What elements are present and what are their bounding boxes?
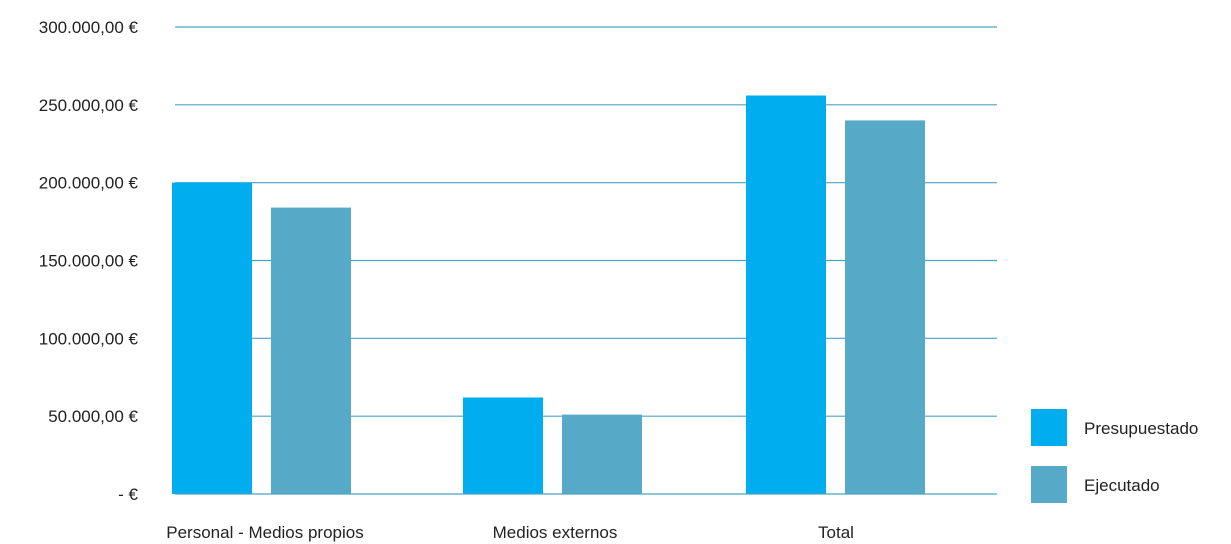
y-tick-label: 300.000,00 € (39, 18, 139, 37)
y-tick-label: 50.000,00 € (48, 407, 138, 426)
y-tick-label: 250.000,00 € (39, 96, 139, 115)
y-tick-label: 200.000,00 € (39, 174, 139, 193)
y-tick-label: 100.000,00 € (39, 329, 139, 348)
y-tick-label: - € (118, 485, 138, 504)
legend-label-ejecutado: Ejecutado (1084, 476, 1160, 495)
y-tick-label: 150.000,00 € (39, 252, 139, 271)
y-axis-ticks: - € 50.000,00 € 100.000,00 € 150.000,00 € 20… (39, 18, 139, 504)
bar-presupuestado-0 (172, 182, 252, 494)
bars (172, 95, 925, 495)
bar-ejecutado-0 (271, 207, 351, 494)
bar-ejecutado-2 (845, 120, 925, 495)
x-category-label: Total (818, 523, 854, 542)
legend-swatch-ejecutado (1031, 466, 1067, 503)
x-axis-categories: Personal - Medios propios Medios externos… (166, 523, 854, 542)
x-category-label: Medios externos (493, 523, 618, 542)
x-category-label: Personal - Medios propios (166, 523, 363, 542)
bar-presupuestado-2 (746, 95, 826, 494)
legend-label-presupuestado: Presupuestado (1084, 419, 1198, 438)
legend-swatch-presupuestado (1031, 409, 1067, 446)
bar-ejecutado-1 (562, 414, 642, 494)
legend: Presupuestado Ejecutado (1031, 409, 1198, 503)
bar-presupuestado-1 (463, 397, 543, 494)
